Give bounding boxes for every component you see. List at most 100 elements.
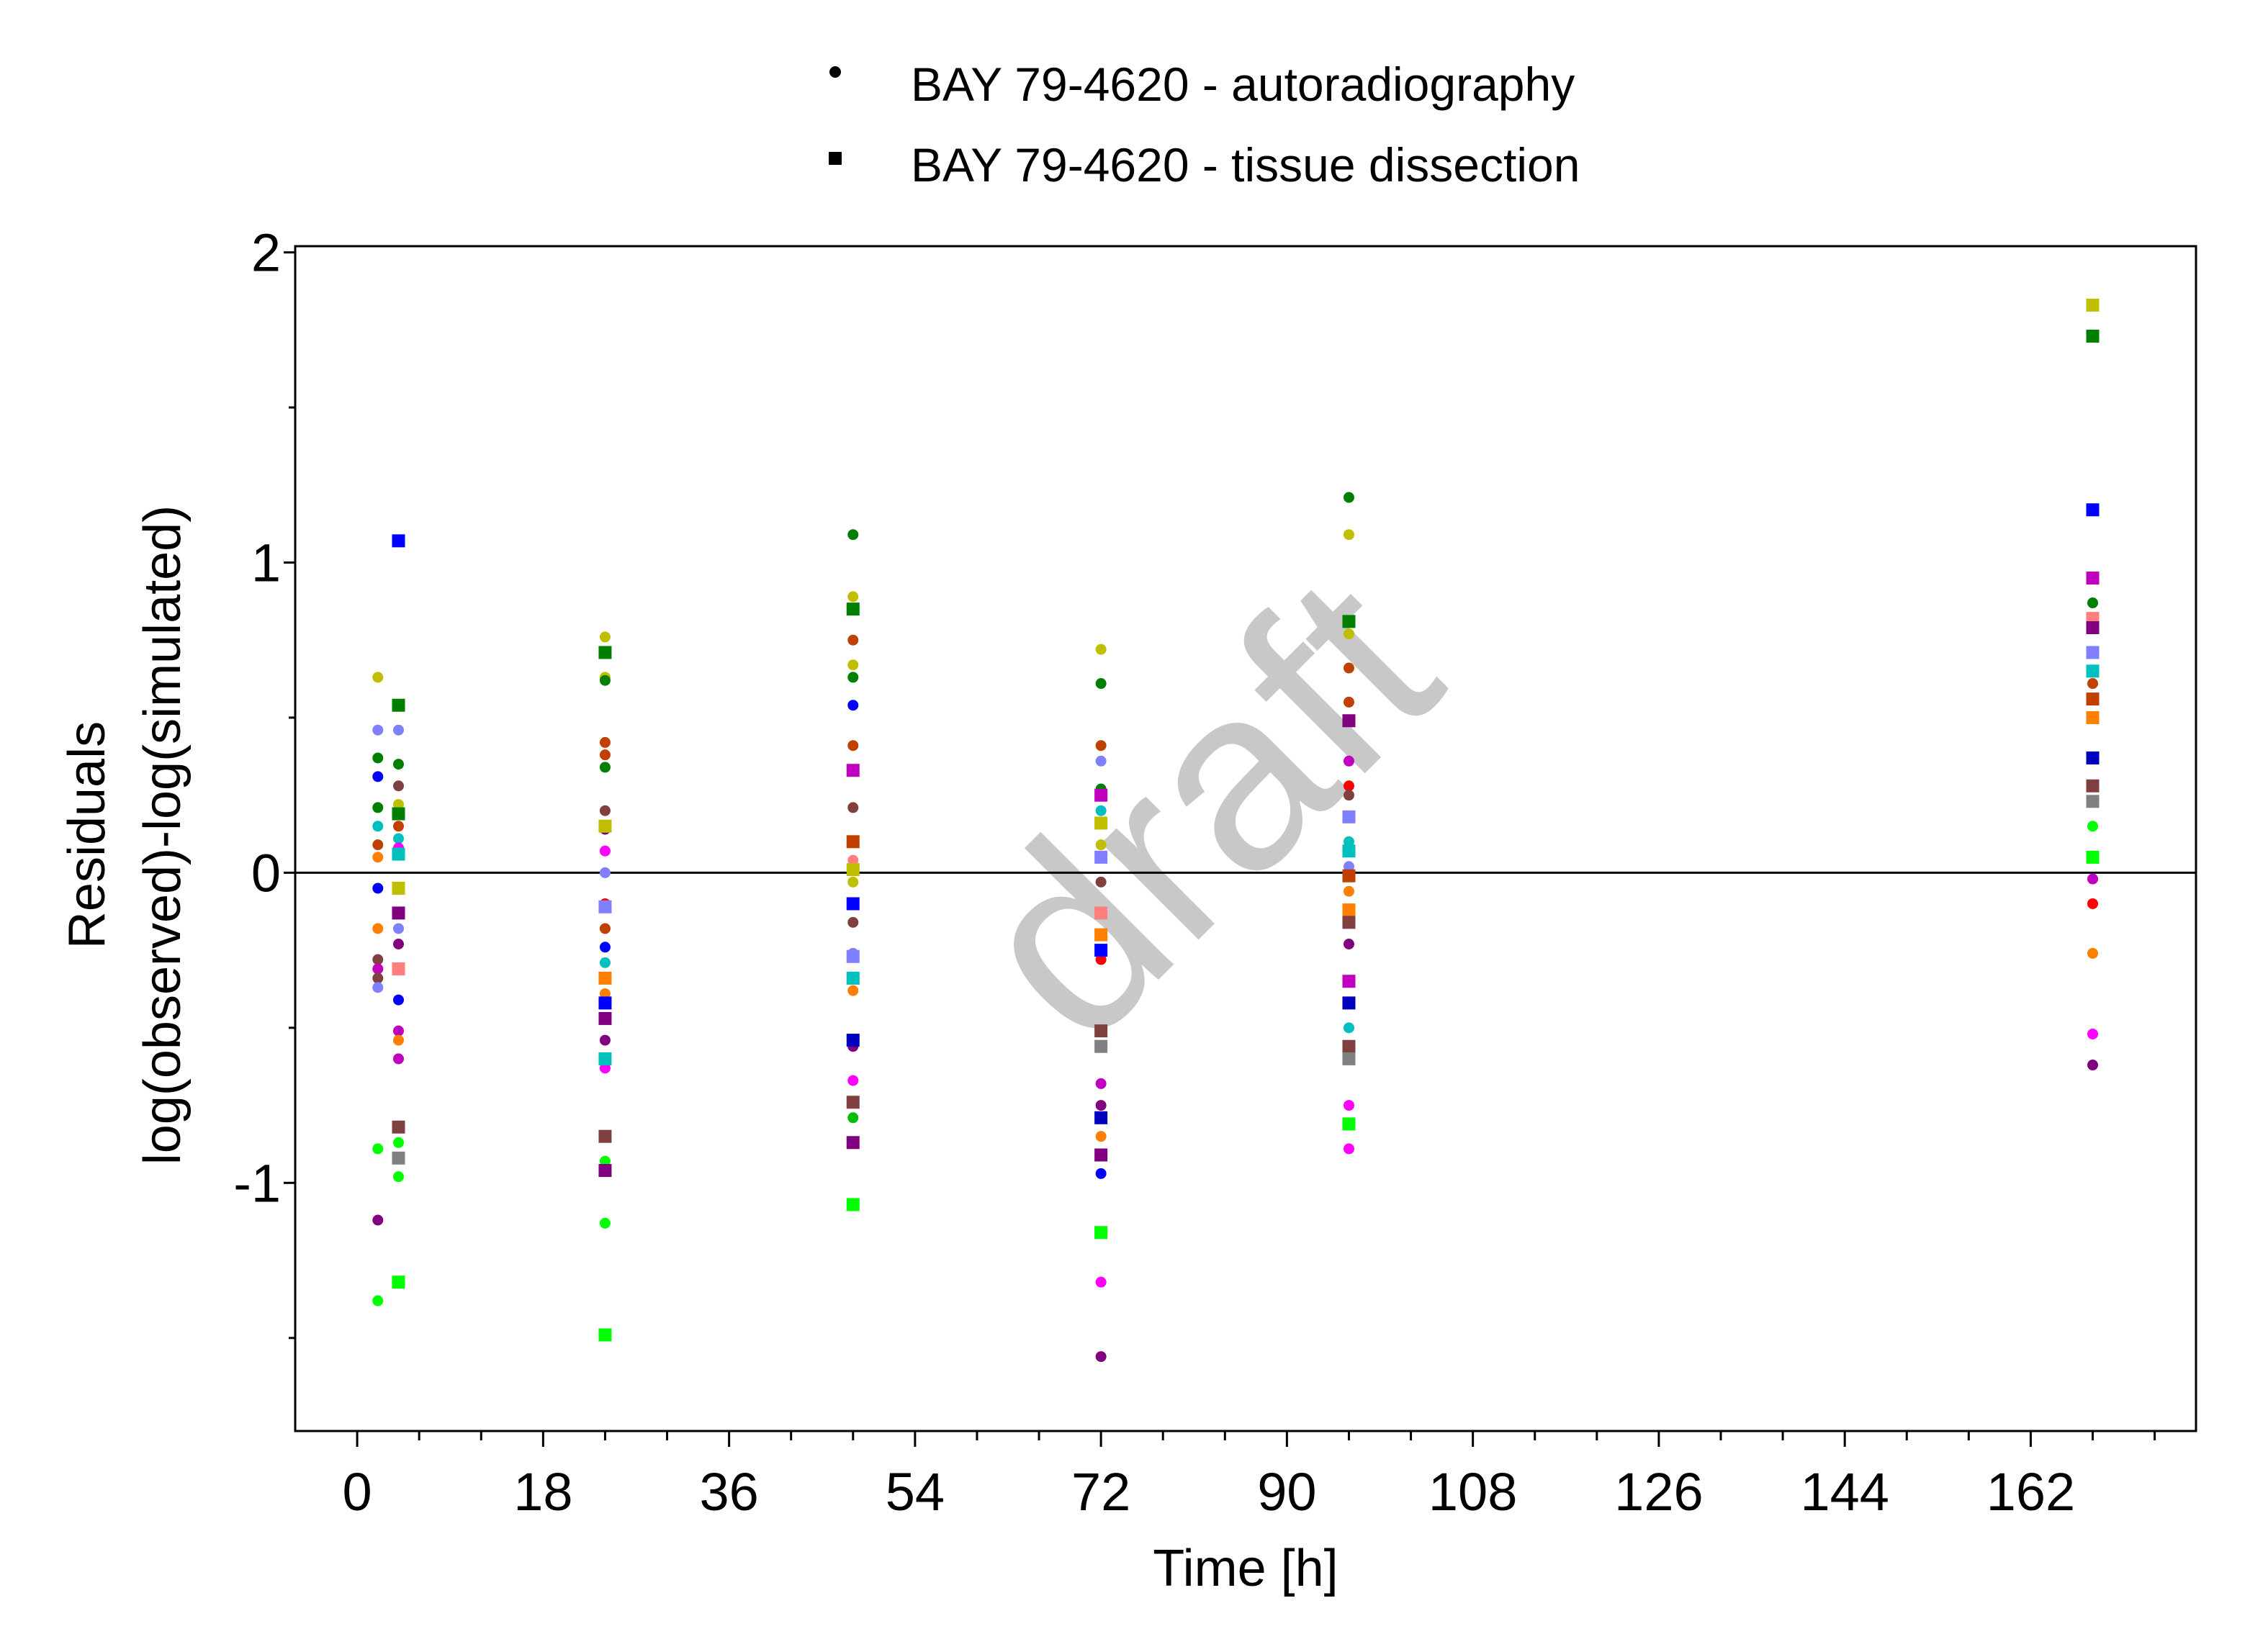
autoradiography-point xyxy=(1343,1100,1354,1111)
tissue-dissection-point xyxy=(392,534,405,548)
tissue-dissection-point xyxy=(846,971,860,985)
autoradiography-point xyxy=(392,1171,404,1183)
y-tick-label: 2 xyxy=(251,223,281,283)
x-tick-label: 54 xyxy=(886,1462,945,1522)
tissue-dissection-point xyxy=(846,863,860,877)
autoradiography-point xyxy=(372,771,384,782)
x-tick-label: 36 xyxy=(699,1462,758,1522)
autoradiography-point xyxy=(392,939,404,950)
tissue-dissection-point xyxy=(2086,620,2100,634)
autoradiography-point xyxy=(847,659,859,671)
autoradiography-point xyxy=(392,821,404,832)
x-tick-label: 126 xyxy=(1614,1462,1703,1522)
tissue-dissection-point xyxy=(1342,615,1356,628)
tissue-dissection-point xyxy=(1342,975,1356,988)
autoradiography-point xyxy=(847,802,859,813)
tissue-dissection-point xyxy=(392,847,405,861)
tissue-dissection-point xyxy=(1342,903,1356,917)
axes-layer: 0 18 36 54 72 90 108 126 144 162 -1 0 1 2 xyxy=(233,223,2197,1522)
tissue-dissection-point xyxy=(598,1011,612,1025)
tissue-dissection-point xyxy=(2086,692,2100,706)
autoradiography-point xyxy=(847,740,859,751)
tissue-dissection-point xyxy=(1094,1111,1108,1124)
data-points-layer xyxy=(372,298,2100,1363)
tissue-dissection-point xyxy=(392,1120,405,1134)
autoradiography-point xyxy=(392,833,404,844)
autoradiography-point xyxy=(2087,873,2099,885)
autoradiography-point xyxy=(372,963,384,975)
tissue-dissection-point xyxy=(846,1198,860,1211)
x-tick-label: 18 xyxy=(513,1462,572,1522)
tissue-dissection-point xyxy=(1342,869,1356,883)
autoradiography-point xyxy=(2087,898,2099,909)
tissue-dissection-point xyxy=(598,1052,612,1065)
autoradiography-point xyxy=(392,724,404,736)
autoradiography-point xyxy=(847,700,859,711)
autoradiography-point xyxy=(372,883,384,894)
autoradiography-point xyxy=(372,982,384,993)
tissue-dissection-point xyxy=(846,835,860,849)
autoradiography-point xyxy=(847,529,859,541)
autoradiography-point xyxy=(1095,1351,1107,1363)
autoradiography-point xyxy=(2087,947,2099,959)
y-tick-label: -1 xyxy=(233,1153,281,1213)
tissue-dissection-point xyxy=(1094,1148,1108,1162)
x-tick-label: 90 xyxy=(1257,1462,1316,1522)
autoradiography-point xyxy=(2087,597,2099,609)
tissue-dissection-point xyxy=(1094,1226,1108,1240)
autoradiography-point xyxy=(392,1137,404,1148)
tissue-dissection-point xyxy=(2086,779,2100,793)
legend-label-tissue-dissection: BAY 79-4620 - tissue dissection xyxy=(911,138,1580,191)
autoradiography-point xyxy=(372,724,384,736)
tissue-dissection-point xyxy=(2086,503,2100,517)
tissue-dissection-point xyxy=(1094,816,1108,830)
autoradiography-point xyxy=(1095,644,1107,655)
autoradiography-point xyxy=(599,845,611,857)
autoradiography-point xyxy=(372,821,384,832)
tissue-dissection-point xyxy=(1342,996,1356,1010)
tissue-dissection-point xyxy=(2086,298,2100,312)
tissue-dissection-point xyxy=(846,897,860,911)
tissue-dissection-point xyxy=(2086,329,2100,343)
y-axis-label-line2: log(observed)-log(simulated) xyxy=(134,505,192,1165)
autoradiography-point xyxy=(599,957,611,968)
autoradiography-point xyxy=(847,854,859,866)
x-tick-label: 144 xyxy=(1800,1462,1889,1522)
tissue-dissection-point xyxy=(1094,788,1108,802)
tissue-dissection-point xyxy=(2086,710,2100,724)
tissue-dissection-point xyxy=(392,906,405,920)
autoradiography-point xyxy=(599,923,611,934)
autoradiography-point xyxy=(1343,780,1354,792)
autoradiography-point xyxy=(1095,1078,1107,1089)
tissue-dissection-point xyxy=(598,996,612,1010)
autoradiography-point xyxy=(1343,662,1354,674)
autoradiography-point xyxy=(392,1053,404,1065)
autoradiography-point xyxy=(847,1112,859,1124)
autoradiography-point xyxy=(2087,1028,2099,1039)
autoradiography-point xyxy=(372,752,384,764)
tissue-dissection-point xyxy=(1342,916,1356,929)
tissue-dissection-point xyxy=(2086,795,2100,808)
autoradiography-point xyxy=(1095,1276,1107,1288)
autoradiography-point xyxy=(372,839,384,851)
autoradiography-point xyxy=(599,988,611,999)
autoradiography-point xyxy=(1095,1131,1107,1142)
tissue-dissection-point xyxy=(1342,1039,1356,1053)
autoradiography-point xyxy=(2087,1060,2099,1071)
autoradiography-point xyxy=(599,762,611,773)
tissue-dissection-point xyxy=(598,1164,612,1178)
autoradiography-point xyxy=(372,972,384,984)
autoradiography-point xyxy=(847,985,859,996)
tissue-dissection-point xyxy=(598,1328,612,1342)
autoradiography-point xyxy=(1095,839,1107,851)
tissue-dissection-point xyxy=(392,1151,405,1165)
autoradiography-point xyxy=(1095,740,1107,751)
autoradiography-point xyxy=(1095,755,1107,767)
tissue-dissection-point xyxy=(392,881,405,895)
tissue-dissection-point xyxy=(846,764,860,777)
autoradiography-point xyxy=(1343,628,1354,640)
autoradiography-point xyxy=(372,1295,384,1306)
autoradiography-point xyxy=(599,736,611,748)
autoradiography-point xyxy=(392,780,404,792)
